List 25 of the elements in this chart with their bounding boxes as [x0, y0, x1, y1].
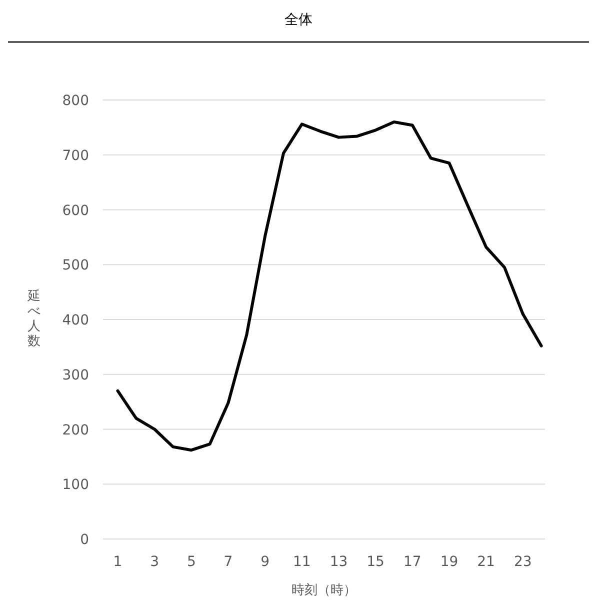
x-tick-label: 23	[514, 554, 532, 570]
y-tick-label: 800	[62, 93, 89, 109]
chart-title: 全体	[284, 12, 312, 28]
line-series	[116, 120, 543, 452]
x-tick-label: 9	[260, 554, 270, 570]
y-tick-label: 500	[62, 258, 89, 274]
x-tick-label: 11	[292, 554, 311, 570]
x-tick-label: 19	[440, 554, 458, 570]
y-tick-label: 200	[62, 422, 89, 438]
y-tick-label: 0	[80, 532, 89, 548]
x-tick-label: 13	[330, 554, 348, 570]
y-tick-label: 400	[62, 312, 89, 328]
x-tick-label: 1	[113, 554, 122, 570]
x-tick-label: 7	[224, 554, 233, 570]
x-axis-title: 時刻（時）	[292, 583, 356, 598]
x-tick-label: 3	[150, 554, 160, 570]
x-tick-label: 21	[477, 554, 495, 570]
y-tick-label: 300	[62, 367, 89, 384]
y-tick-label: 100	[62, 477, 89, 494]
y-tick-label: 600	[62, 202, 89, 219]
y-axis-title: 延べ人数	[26, 289, 40, 349]
x-tick-label: 5	[186, 554, 196, 570]
y-tick-label: 700	[62, 148, 89, 164]
x-tick-label: 15	[366, 554, 384, 570]
x-tick-label: 17	[403, 554, 422, 570]
